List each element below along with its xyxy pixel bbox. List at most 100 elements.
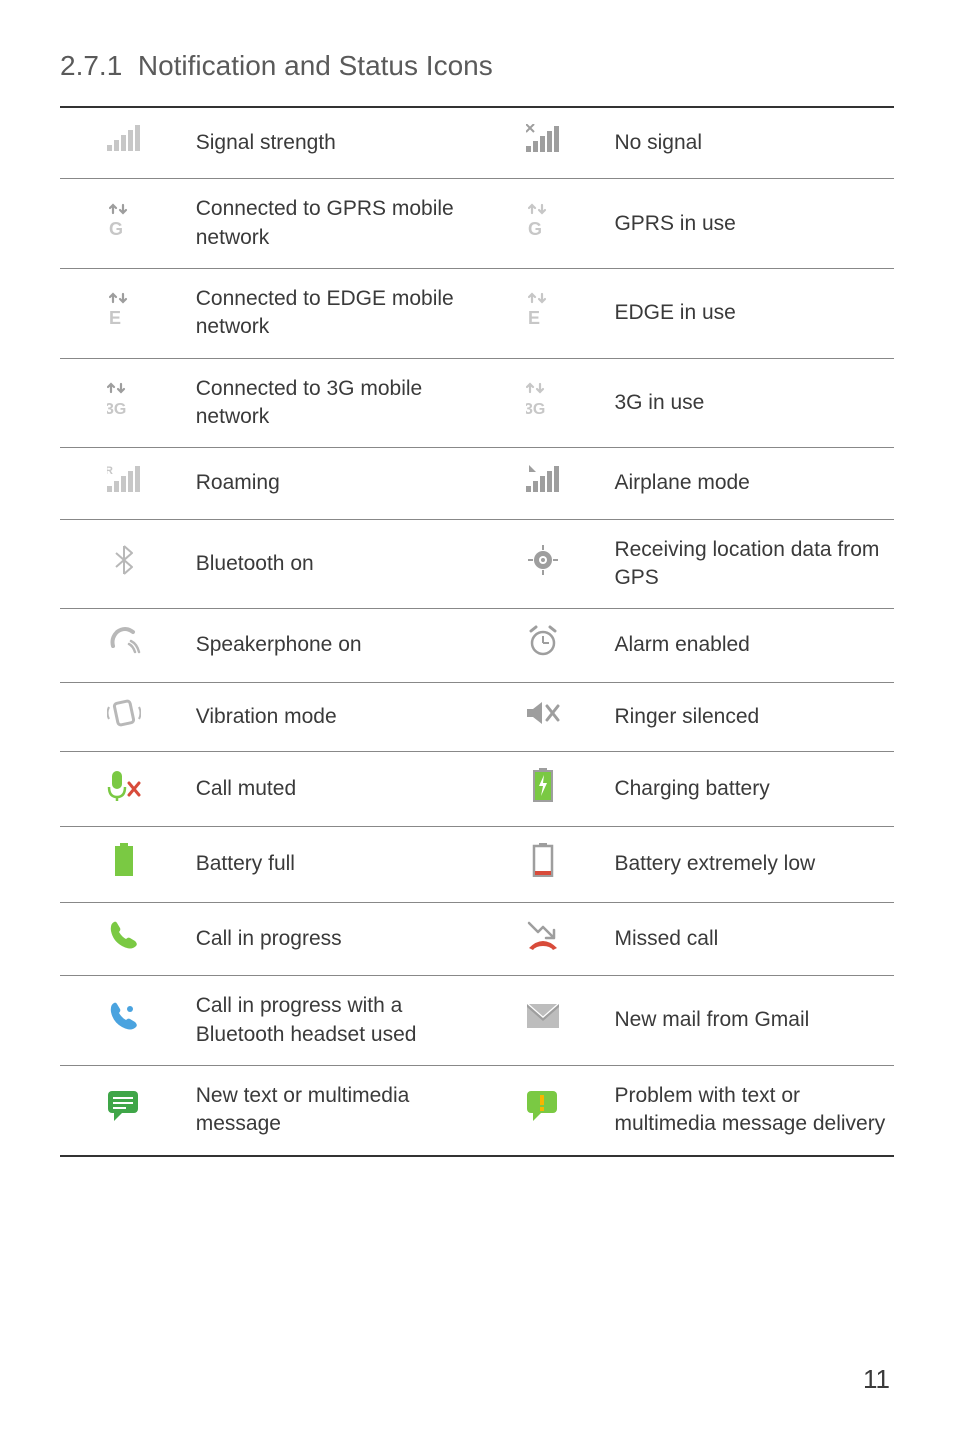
desc-cell: Alarm enabled [606, 609, 894, 682]
battery-low-icon [532, 843, 554, 885]
icon-cell [479, 827, 607, 902]
desc-cell: GPRS in use [606, 179, 894, 269]
table-row: Call in progress with a Bluetooth headse… [60, 976, 894, 1066]
icon-cell [60, 827, 188, 902]
icon-cell: R [60, 448, 188, 519]
table-row: Call in progress Missed call [60, 902, 894, 975]
table-row: R Roaming [60, 448, 894, 519]
svg-text:E: E [528, 308, 540, 326]
icon-cell [479, 976, 607, 1066]
roaming-icon: R [107, 464, 141, 502]
desc-cell: Call in progress [188, 902, 479, 975]
gps-icon [526, 543, 560, 585]
svg-text:G: G [109, 219, 123, 237]
desc-cell: New text or multimedia message [188, 1065, 479, 1155]
charging-icon [532, 768, 554, 810]
document-page: 2.7.1 Notification and Status Icons [0, 0, 954, 1429]
icon-reference-table: Signal strength No si [60, 106, 894, 1157]
ringer-silenced-icon [526, 700, 560, 734]
desc-cell: Missed call [606, 902, 894, 975]
desc-cell: Signal strength [188, 107, 479, 179]
table-row: Speakerphone on Alarm enabled [60, 609, 894, 682]
vibration-icon [107, 699, 141, 735]
threeg-inuse-icon: 3G [526, 382, 560, 424]
icon-cell [60, 609, 188, 682]
desc-cell: Bluetooth on [188, 519, 479, 609]
desc-cell: Connected to EDGE mobile network [188, 269, 479, 359]
svg-text:E: E [109, 308, 121, 326]
desc-cell: Ringer silenced [606, 682, 894, 751]
table-row: Battery full Battery extremely low [60, 827, 894, 902]
threeg-connected-icon: 3G [107, 382, 141, 424]
missed-call-icon [526, 920, 560, 958]
desc-cell: Charging battery [606, 752, 894, 827]
section-title-text: Notification and Status Icons [138, 50, 493, 81]
icon-cell [479, 902, 607, 975]
desc-cell: Battery full [188, 827, 479, 902]
icon-cell [479, 682, 607, 751]
desc-cell: Problem with text or multimedia message … [606, 1065, 894, 1155]
icon-cell: E [479, 269, 607, 359]
table-row: Bluetooth on Receivin [60, 519, 894, 609]
table-row: New text or multimedia message Problem w… [60, 1065, 894, 1155]
desc-cell: Roaming [188, 448, 479, 519]
desc-cell: 3G in use [606, 358, 894, 448]
icon-cell [60, 902, 188, 975]
svg-text:3G: 3G [526, 401, 545, 416]
desc-cell: Speakerphone on [188, 609, 479, 682]
battery-full-icon [113, 843, 135, 885]
icon-cell [60, 519, 188, 609]
desc-cell: Battery extremely low [606, 827, 894, 902]
desc-cell: Connected to GPRS mobile network [188, 179, 479, 269]
edge-inuse-icon: E [528, 292, 558, 334]
icon-cell: 3G [60, 358, 188, 448]
icon-cell: E [60, 269, 188, 359]
icon-cell [479, 519, 607, 609]
desc-cell: Receiving location data from GPS [606, 519, 894, 609]
icon-cell [60, 752, 188, 827]
desc-cell: Vibration mode [188, 682, 479, 751]
section-heading: 2.7.1 Notification and Status Icons [60, 50, 894, 82]
svg-text:3G: 3G [107, 401, 126, 416]
icon-cell [479, 609, 607, 682]
edge-connected-icon: E [109, 292, 139, 334]
airplane-mode-icon [526, 464, 560, 502]
new-message-icon [106, 1089, 142, 1131]
message-problem-icon [525, 1089, 561, 1131]
signal-strength-icon [107, 125, 141, 161]
table-row: 3G Connected to 3G mobile network 3G 3G … [60, 358, 894, 448]
table-row: E Connected to EDGE mobile network E EDG… [60, 269, 894, 359]
table-row: Signal strength No si [60, 107, 894, 179]
svg-text:G: G [528, 219, 542, 237]
alarm-icon [527, 625, 559, 665]
icon-cell: 3G [479, 358, 607, 448]
desc-cell: Connected to 3G mobile network [188, 358, 479, 448]
page-number: 11 [863, 1364, 890, 1395]
gmail-icon [526, 1003, 560, 1037]
gprs-connected-icon: G [109, 203, 139, 245]
icon-cell [479, 1065, 607, 1155]
speakerphone-icon [107, 626, 141, 664]
icon-cell: G [479, 179, 607, 269]
call-bt-headset-icon [108, 1000, 140, 1040]
desc-cell: Call muted [188, 752, 479, 827]
svg-text:R: R [107, 465, 113, 477]
desc-cell: New mail from Gmail [606, 976, 894, 1066]
section-number: 2.7.1 [60, 50, 122, 81]
bluetooth-icon [114, 544, 134, 584]
no-signal-icon [526, 124, 560, 162]
desc-cell: EDGE in use [606, 269, 894, 359]
icon-cell [60, 1065, 188, 1155]
icon-cell: G [60, 179, 188, 269]
icon-cell [60, 682, 188, 751]
icon-cell [60, 976, 188, 1066]
gprs-inuse-icon: G [528, 203, 558, 245]
icon-cell [479, 448, 607, 519]
desc-cell: Call in progress with a Bluetooth headse… [188, 976, 479, 1066]
icon-cell [479, 752, 607, 827]
icon-cell [60, 107, 188, 179]
call-muted-icon [107, 769, 141, 809]
table-row: G Connected to GPRS mobile network G GPR… [60, 179, 894, 269]
call-in-progress-icon [108, 919, 140, 959]
desc-cell: No signal [606, 107, 894, 179]
